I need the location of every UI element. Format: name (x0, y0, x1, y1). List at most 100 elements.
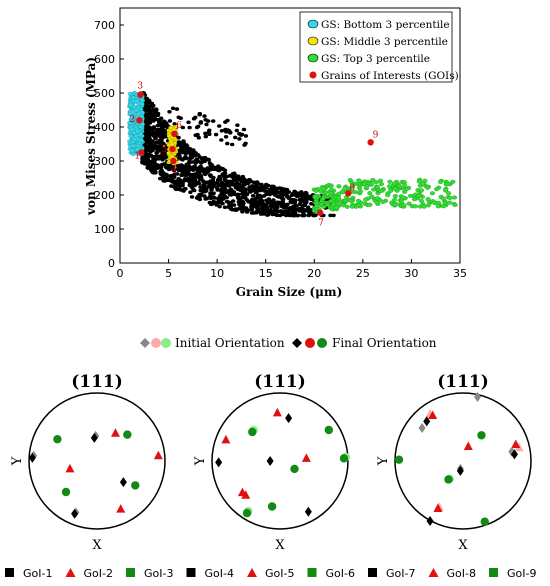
data-point-bulk (179, 157, 184, 161)
data-point-bulk (197, 197, 203, 202)
pole-point-circle (267, 502, 277, 511)
initial-diamond-icon (140, 338, 150, 348)
data-point-bulk (189, 195, 195, 199)
data-point-bulk (206, 157, 211, 162)
pole-point-circle (394, 455, 404, 464)
data-point-top (374, 196, 380, 201)
data-point-bulk (231, 183, 237, 187)
data-point-bulk (167, 119, 173, 123)
goi-legend: GoI-1 GoI-2 GoI-3 GoI-4 GoI-5 GoI-6 GoI-7 GoI-8… (5, 567, 536, 580)
pole-point-diamond (90, 432, 98, 443)
data-point-bulk (267, 187, 273, 192)
data-point-bulk (207, 132, 212, 136)
data-point-top (418, 198, 425, 203)
data-point-top (342, 186, 348, 191)
data-point-bulk (187, 125, 192, 130)
data-point-top (364, 184, 370, 189)
data-point-bulk (300, 209, 306, 214)
data-point-bulk (143, 131, 148, 135)
goi-legend-marker (428, 568, 439, 577)
data-point-bulk (207, 128, 212, 133)
data-point-bulk (236, 185, 241, 189)
data-point-bulk (277, 200, 282, 205)
goi-legend-label: GoI-8 (447, 567, 476, 580)
data-point-bulk (240, 200, 246, 204)
data-point-bulk (149, 167, 154, 172)
pole-point-circle (290, 464, 299, 474)
y-tick-label: 400 (94, 121, 115, 134)
legend-entry-goi: Grains of Interests (GOIs) (321, 70, 459, 82)
data-point-bulk (158, 176, 163, 181)
data-point-bulk (176, 115, 181, 120)
data-point-top (357, 189, 364, 194)
data-point-top (356, 179, 362, 184)
pole-point-diamond (266, 456, 274, 466)
pole-point-diamond (510, 449, 518, 460)
data-point-bulk (236, 196, 241, 201)
data-point-bulk (241, 182, 246, 187)
data-point-bulk (176, 187, 182, 191)
data-point-bulk (217, 204, 222, 209)
data-point-bulk (161, 162, 166, 167)
data-point-bulk (191, 116, 197, 121)
final-orientation-label: Final Orientation (332, 336, 437, 350)
data-point-top (349, 204, 356, 209)
pole-point-triangle (463, 441, 473, 450)
data-point-bulk (222, 187, 228, 191)
data-point-bulk (237, 202, 242, 207)
goi-legend-marker (126, 568, 135, 577)
data-point-bulk (213, 132, 219, 137)
data-point-top (447, 195, 453, 200)
data-point-bulk (243, 141, 248, 146)
data-point-bulk (248, 190, 253, 194)
data-point-top (392, 186, 398, 191)
goi-marker (136, 117, 143, 124)
data-point-bulk (173, 185, 178, 190)
data-point-bulk (159, 116, 164, 121)
goi-label: 4 (171, 166, 177, 176)
data-point-bulk (309, 202, 314, 206)
final-circle-red-icon (305, 338, 315, 348)
data-point-bottom (128, 102, 134, 108)
y-tick-label: 200 (94, 189, 115, 202)
data-point-bulk (142, 162, 148, 166)
data-point-bulk (204, 186, 209, 191)
pole-point-diamond (423, 416, 431, 427)
data-point-bottom (138, 138, 144, 143)
data-point-top (446, 191, 452, 196)
pole-point-triangle (116, 504, 126, 513)
data-point-top (412, 204, 419, 209)
goi-label: 1 (134, 152, 140, 162)
pole-point-triangle (237, 487, 247, 497)
data-point-bottom (127, 91, 133, 96)
data-point-bulk (203, 172, 208, 176)
data-point-top (336, 184, 342, 189)
data-point-bulk (144, 156, 149, 161)
data-point-bulk (196, 135, 201, 140)
data-point-bulk (243, 134, 249, 138)
pole-point-diamond (304, 506, 312, 517)
data-point-bulk (218, 199, 224, 203)
data-point-bulk (195, 132, 200, 137)
data-point-top (333, 205, 339, 210)
data-point-top (349, 184, 355, 190)
pole-figure-3-circle (394, 392, 532, 530)
data-point-bulk (203, 134, 208, 139)
data-point-bulk (291, 198, 296, 202)
data-point-bulk (206, 183, 212, 188)
pole-figure-3-y-label: Y (376, 456, 391, 466)
data-point-bulk (154, 144, 159, 149)
data-point-bulk (187, 147, 193, 151)
y-tick-label: 700 (94, 19, 115, 32)
data-point-bulk (157, 165, 163, 170)
legend-marker-goi (309, 71, 317, 79)
data-point-top (401, 183, 408, 188)
data-point-bulk (161, 179, 166, 183)
data-point-bulk (301, 213, 307, 218)
data-point-bulk (199, 177, 204, 181)
x-tick-label: 5 (165, 267, 172, 280)
data-point-top (321, 186, 327, 191)
data-point-top (328, 187, 334, 192)
data-point-bulk (176, 140, 182, 144)
